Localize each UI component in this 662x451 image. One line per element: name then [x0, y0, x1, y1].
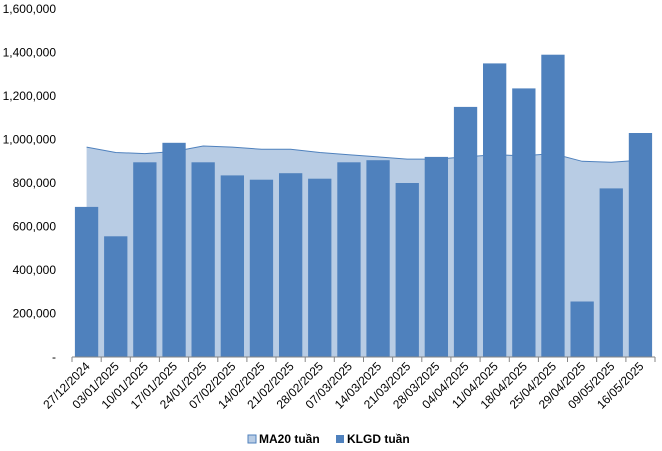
bar-klgd-12 — [424, 156, 448, 357]
y-tick-label: 400,000 — [13, 263, 57, 277]
y-tick-label: 1,600,000 — [3, 2, 57, 16]
bar-klgd-8 — [308, 178, 332, 357]
bar-klgd-13 — [453, 106, 478, 358]
bar-klgd-0 — [74, 206, 99, 357]
bar-klgd-17 — [570, 301, 594, 357]
y-tick-label: 1,000,000 — [3, 133, 57, 147]
bar-klgd-3 — [162, 142, 186, 357]
bar-klgd-5 — [220, 175, 244, 357]
bar-klgd-11 — [395, 183, 419, 357]
bar-klgd-2 — [133, 162, 157, 357]
bar-klgd-10 — [366, 160, 390, 357]
legend-swatch-ma20 — [247, 434, 257, 444]
y-tick-label: 800,000 — [13, 176, 57, 190]
y-tick-label: 1,400,000 — [3, 46, 57, 60]
bar-klgd-18 — [599, 188, 623, 357]
legend-swatch-klgd — [336, 435, 344, 443]
y-tick-label: 200,000 — [13, 307, 57, 321]
bar-klgd-19 — [628, 133, 653, 357]
bar-klgd-16 — [541, 54, 565, 357]
y-tick-label: - — [52, 350, 56, 364]
y-tick-label: 600,000 — [13, 220, 57, 234]
y-tick-label: 1,200,000 — [3, 89, 57, 103]
bar-klgd-14 — [483, 63, 507, 358]
x-tick-layer: 27/12/202403/01/202510/01/202517/01/2025… — [40, 359, 646, 412]
bar-layer — [74, 54, 653, 358]
bar-klgd-1 — [104, 236, 128, 357]
axis-layer — [71, 356, 656, 362]
legend-label-klgd: KLGD tuần — [347, 432, 410, 446]
legend: MA20 tuần KLGD tuần — [247, 432, 410, 446]
legend-label-ma20: MA20 tuần — [259, 432, 320, 446]
bar-klgd-9 — [337, 162, 361, 357]
bar-klgd-6 — [249, 179, 274, 357]
bar-klgd-7 — [279, 173, 303, 357]
bar-klgd-4 — [191, 162, 215, 357]
bar-klgd-15 — [512, 88, 536, 358]
y-tick-layer: - 200,000 400,000 600,000 800,000 1,000,000 1,… — [3, 2, 57, 364]
